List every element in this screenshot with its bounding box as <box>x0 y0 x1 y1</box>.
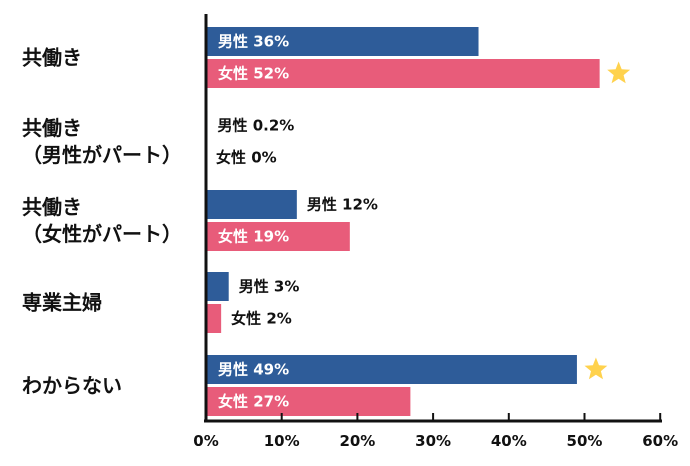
x-tick-label: 40% <box>491 432 527 450</box>
category-label-1-1: （男性がパート） <box>22 143 182 167</box>
category-label-4-0: わからない <box>22 374 122 398</box>
bar-male-0 <box>206 27 479 56</box>
category-label-2-1: （女性がパート） <box>22 222 182 246</box>
bar-female-2 <box>206 222 350 251</box>
bar-label-male-1: 男性 0.2% <box>218 117 295 135</box>
star-icon <box>584 357 608 380</box>
bar-label-female-4: 女性 27% <box>218 393 289 411</box>
bar-label-male-2: 男性 12% <box>307 196 378 214</box>
x-tick-label: 50% <box>567 432 603 450</box>
x-ticks: 0% 10% 20% 30% 40% 50% 60% <box>193 413 678 450</box>
category-label-2-0: 共働き <box>22 195 82 219</box>
bar-label-female-3: 女性 2% <box>231 310 292 328</box>
category-label-1-0: 共働き <box>22 116 82 140</box>
x-tick-label: 20% <box>339 432 375 450</box>
bars: 男性 36% 女性 52% 男性 0.2% 女性 0% 男性 12% 女性 19% 男性 3… <box>206 27 600 416</box>
highlight-stars <box>584 61 631 380</box>
bar-female-0 <box>206 59 600 88</box>
bar-label-male-3: 男性 3% <box>239 278 300 296</box>
bar-label-female-0: 女性 52% <box>218 65 289 83</box>
x-tick-label: 10% <box>264 432 300 450</box>
x-tick-label: 60% <box>642 432 678 450</box>
bar-male-4 <box>206 355 577 384</box>
x-tick-label: 30% <box>415 432 451 450</box>
bar-label-female-1: 女性 0% <box>216 149 277 167</box>
category-label-0-0: 共働き <box>22 46 82 70</box>
bar-female-3 <box>206 304 222 333</box>
bar-male-2 <box>206 190 297 219</box>
bar-female-4 <box>206 387 411 416</box>
x-tick-label: 0% <box>193 432 218 450</box>
star-icon <box>607 61 631 84</box>
bar-label-male-4: 男性 49% <box>218 361 289 379</box>
bar-label-male-0: 男性 36% <box>218 33 289 51</box>
bar-label-female-2: 女性 19% <box>218 228 289 246</box>
bar-male-3 <box>206 272 229 301</box>
category-label-3-0: 専業主婦 <box>22 291 102 315</box>
